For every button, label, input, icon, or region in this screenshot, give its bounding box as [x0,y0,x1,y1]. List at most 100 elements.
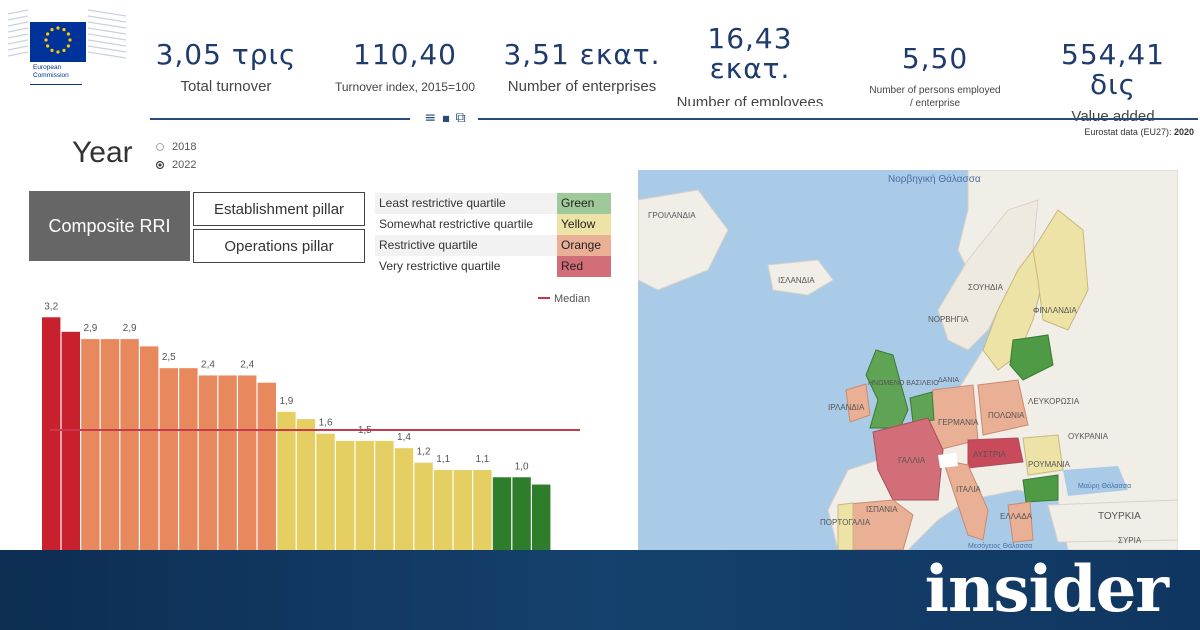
map-label: ΙΣΛΑΝΔΙΑ [778,276,815,285]
kpi-turnover-index: 110,40 Turnover index, 2015=100 [335,38,475,95]
map-label: ΠΟΡΤΟΓΑΛΙΑ [820,518,871,527]
logo-underline [30,84,82,85]
bar-value-label: 1,9 [279,396,293,407]
kpi-divider-right [478,118,1198,120]
chart-bar[interactable] [355,440,374,550]
insider-wordmark: insider [924,552,1169,627]
map-label: ΗΝΩΜΕΝΟ ΒΑΣΙΛΕΙΟ [868,380,939,387]
map-label: ΙΣΠΑΝΙΑ [866,505,898,514]
chart-bar[interactable] [473,470,492,550]
kpi-persons-per-enterprise: 5,50 Number of persons employed / enterp… [869,42,1001,110]
bar-value-label: 1,4 [397,432,411,443]
bar-value-label: 1,6 [319,418,333,429]
bar-value-label: 1,2 [417,447,431,458]
legend-row: Very restrictive quartile Red [375,256,611,277]
chart-bar[interactable] [394,448,414,550]
chart-bar[interactable] [336,440,355,550]
chart-bar[interactable] [140,346,159,550]
legend-swatch: Orange [557,235,611,256]
kpi-total-turnover: 3,05 τρις Total turnover [155,38,297,96]
bar-value-label: 2,5 [162,352,176,363]
year-filter-title: Year [72,136,133,169]
bar-value-label: 1,0 [515,461,529,472]
legend-row: Somewhat restrictive quartile Yellow [375,214,611,235]
map-label: ΦΙΝΛΑΝΔΙΑ [1033,306,1077,315]
year-option-2022[interactable]: 2022 [156,159,196,171]
chart-bar[interactable] [277,411,296,550]
bar-value-label: 2,9 [83,323,97,334]
map-label: Νορβηγική Θάλασσα [888,173,981,185]
map-label: Μαύρη Θάλασσα [1078,482,1131,490]
map-label: ΔΑΝΙΑ [938,377,959,384]
map-label: ΑΥΣΤΡΙΑ [973,450,1006,459]
composite-rri-button[interactable]: Composite RRI [29,191,190,261]
kpi-number-of-employees: 16,43 εκατ. Number of employees [676,22,824,107]
map-label: ΟΥΚΡΑΝΙΑ [1068,432,1109,441]
map-label: ΓΑΛΛΙΑ [898,456,926,465]
chart-bar[interactable] [316,433,335,550]
map-label: ΠΟΛΩΝΙΑ [988,411,1025,420]
map-label: ΣΥΡΙΑ [1118,536,1142,545]
chart-bar[interactable] [179,368,198,550]
european-commission-logo [6,4,130,86]
map-label: ΝΟΡΒΗΓΙΑ [928,315,969,324]
insider-banner: insider [0,550,1200,630]
radio-selected-icon [156,161,164,169]
bar-value-label: 1,1 [475,454,489,465]
chart-bar[interactable] [532,484,551,550]
legend-swatch: Yellow [557,214,611,235]
bar-value-label: 1,1 [436,454,450,465]
logo-caption: European Commission [33,64,69,79]
map-label: ΓΕΡΜΑΝΙΑ [938,418,979,427]
chart-bar[interactable] [100,339,120,550]
operations-pillar-button[interactable]: Operations pillar [193,229,365,263]
bar-value-label: 2,4 [201,359,215,370]
commission-building-icon [7,9,127,62]
legend-swatch: Red [557,256,611,277]
year-option-2018[interactable]: 2018 [156,141,196,153]
chart-bar[interactable] [492,477,512,550]
legend-row: Least restrictive quartile Green [375,193,611,214]
data-source-note: Eurostat data (EU27): 2020 [1084,127,1194,137]
filter-icon[interactable]: ≡ [424,110,437,126]
map-label: ΙΡΛΑΝΔΙΑ [828,403,865,412]
chart-bar[interactable] [375,440,394,550]
chart-bar[interactable] [512,477,531,550]
chart-bar[interactable] [120,339,139,550]
bar-value-label: 2,4 [240,359,254,370]
focus-mode-icon[interactable]: ⧉ [455,110,466,126]
map-label: ΤΟΥΡΚΙΑ [1098,511,1141,522]
map-label: ΕΛΛΑΔΑ [1000,512,1033,521]
chart-bar[interactable] [257,382,276,550]
europe-map[interactable]: Νορβηγική Θάλασσα ΓΡΟΙΛΑΝΔΙΑ ΙΣΛΑΝΔΙΑ ΣΟ… [638,170,1178,550]
bar-value-label: 2,9 [123,323,137,334]
chart-bar[interactable] [296,419,316,550]
kpi-number-of-enterprises: 3,51 εκατ. Number of enterprises [503,38,661,96]
chart-bar[interactable] [414,462,433,550]
legend-swatch: Green [557,193,611,214]
radio-icon [156,143,164,151]
map-label: ΛΕΥΚΟΡΩΣΙΑ [1028,397,1080,406]
chart-bar[interactable] [42,317,61,550]
bar-value-label: 3,2 [44,301,58,312]
map-label: ΓΡΟΙΛΑΝΔΙΑ [648,211,696,220]
map-label: Μεσόγειος Θάλασσα [968,542,1032,550]
chart-bar[interactable] [198,375,218,550]
kpi-divider-left [150,118,410,120]
chart-bar[interactable] [61,331,80,550]
establishment-pillar-button[interactable]: Establishment pillar [193,192,365,226]
median-legend-label: Median [554,293,590,305]
chart-bar[interactable] [453,470,472,550]
chart-bar[interactable] [238,375,257,550]
chart-bar[interactable] [218,375,237,550]
chart-bar[interactable] [434,470,453,550]
chart-bar[interactable] [159,368,178,550]
legend-row: Restrictive quartile Orange [375,235,611,256]
rri-bar-chart: 3,22,92,92,52,42,41,91,61,51,41,21,11,11… [42,293,590,550]
quartile-legend: Least restrictive quartile Green Somewha… [375,193,611,277]
visual-toolbar: ≡ ■ ⧉ [415,108,475,128]
map-label: ΡΟΥΜΑΝΙΑ [1028,460,1071,469]
chart-bar[interactable] [81,339,100,550]
map-label: ΣΟΥΗΔΙΑ [968,283,1004,292]
drag-handle-icon[interactable]: ■ [442,113,450,123]
